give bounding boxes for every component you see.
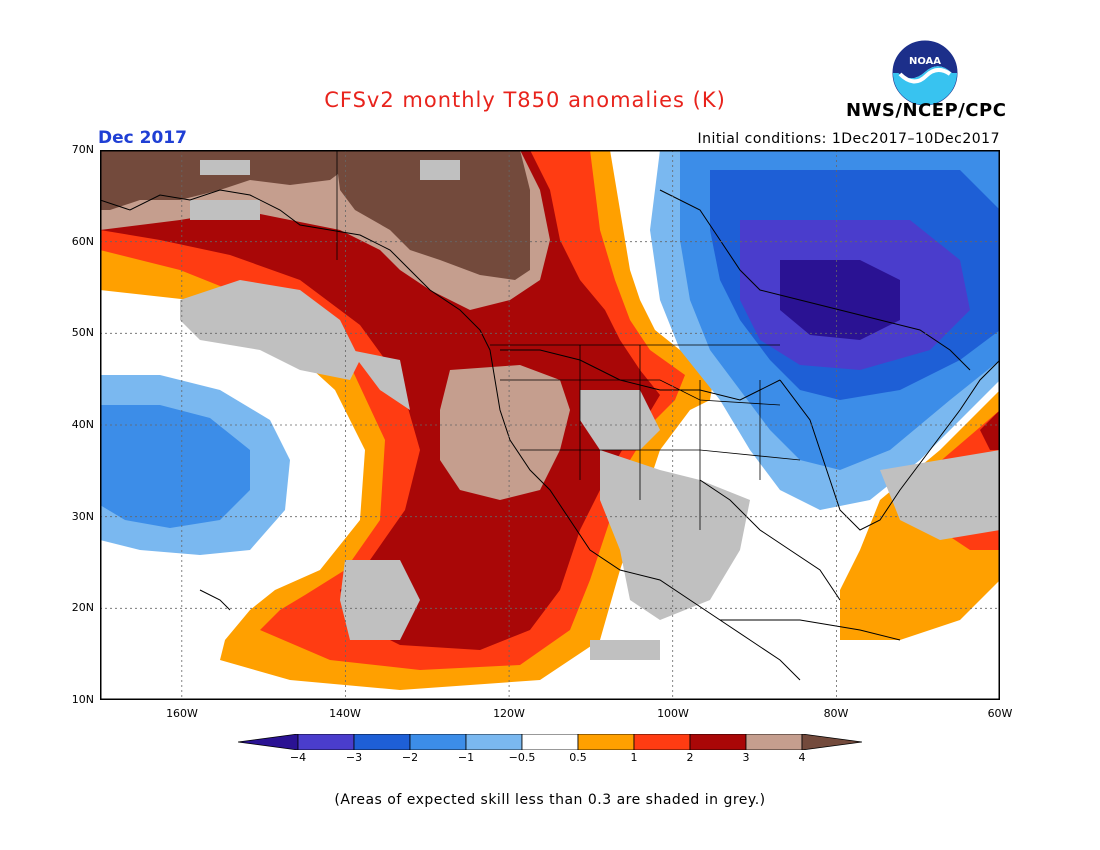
anomaly-minus4-east bbox=[780, 260, 900, 340]
lon-label-140w: 140W bbox=[329, 707, 361, 720]
legend-cell-5 bbox=[521, 734, 579, 750]
gridlines bbox=[100, 150, 1000, 700]
lat-label-30n: 30N bbox=[71, 510, 94, 523]
forecast-period: Dec 2017 bbox=[98, 128, 187, 148]
lon-label-160w: 160W bbox=[166, 707, 198, 720]
legend-tick-label: 1 bbox=[630, 751, 638, 764]
color-legend bbox=[238, 734, 862, 750]
anomaly-2-atlantic bbox=[980, 410, 1000, 450]
lat-label-50n: 50N bbox=[71, 326, 94, 339]
lat-label-60n: 60N bbox=[71, 235, 94, 248]
legend-tick-label: −1 bbox=[457, 751, 475, 764]
anomaly-map bbox=[100, 150, 1000, 700]
legend-tick-label: −2 bbox=[401, 751, 419, 764]
legend-cell-min bbox=[238, 734, 299, 750]
lon-label-80w: 80W bbox=[823, 707, 849, 720]
legend-cell-2 bbox=[353, 734, 411, 750]
map-frame bbox=[100, 150, 1000, 700]
anomaly-4-canada-brown bbox=[335, 150, 530, 280]
agency-label: NWS/NCEP/CPC bbox=[846, 100, 1007, 121]
noaa-logo: NOAA bbox=[892, 40, 958, 106]
legend-cell-4 bbox=[465, 734, 523, 750]
legend-cell-max bbox=[801, 734, 862, 750]
lat-label-20n: 20N bbox=[71, 601, 94, 614]
lon-label-120w: 120W bbox=[493, 707, 525, 720]
coastlines bbox=[100, 189, 1000, 681]
lat-label-10n: 10N bbox=[71, 693, 94, 706]
low-skill-overlay bbox=[180, 160, 1000, 660]
initial-conditions: Initial conditions: 1Dec2017–10Dec2017 bbox=[697, 131, 1000, 147]
legend-cell-7 bbox=[633, 734, 691, 750]
legend-cell-1 bbox=[297, 734, 355, 750]
legend-tick-label: −4 bbox=[289, 751, 307, 764]
anomaly-3-interior-tan bbox=[440, 365, 570, 500]
legend-cell-3 bbox=[409, 734, 467, 750]
legend-tick-label: 4 bbox=[798, 751, 806, 764]
lon-label-100w: 100W bbox=[657, 707, 689, 720]
legend-cell-9 bbox=[745, 734, 803, 750]
map-title: CFSv2 monthly T850 anomalies (K) bbox=[324, 88, 726, 112]
lat-label-40n: 40N bbox=[71, 418, 94, 431]
skill-note: (Areas of expected skill less than 0.3 a… bbox=[334, 792, 766, 808]
legend-tick-label: 2 bbox=[686, 751, 694, 764]
legend-cell-6 bbox=[577, 734, 635, 750]
anomaly-minus1-pacific bbox=[100, 405, 250, 528]
lat-label-70n: 70N bbox=[71, 143, 94, 156]
legend-tick-label: −0.5 bbox=[508, 751, 536, 764]
logo-text: NOAA bbox=[909, 56, 941, 67]
legend-tick-label: 3 bbox=[742, 751, 750, 764]
legend-cell-8 bbox=[689, 734, 747, 750]
legend-tick-label: −3 bbox=[345, 751, 363, 764]
legend-tick-label: 0.5 bbox=[569, 751, 587, 764]
lon-label-60w: 60W bbox=[987, 707, 1013, 720]
